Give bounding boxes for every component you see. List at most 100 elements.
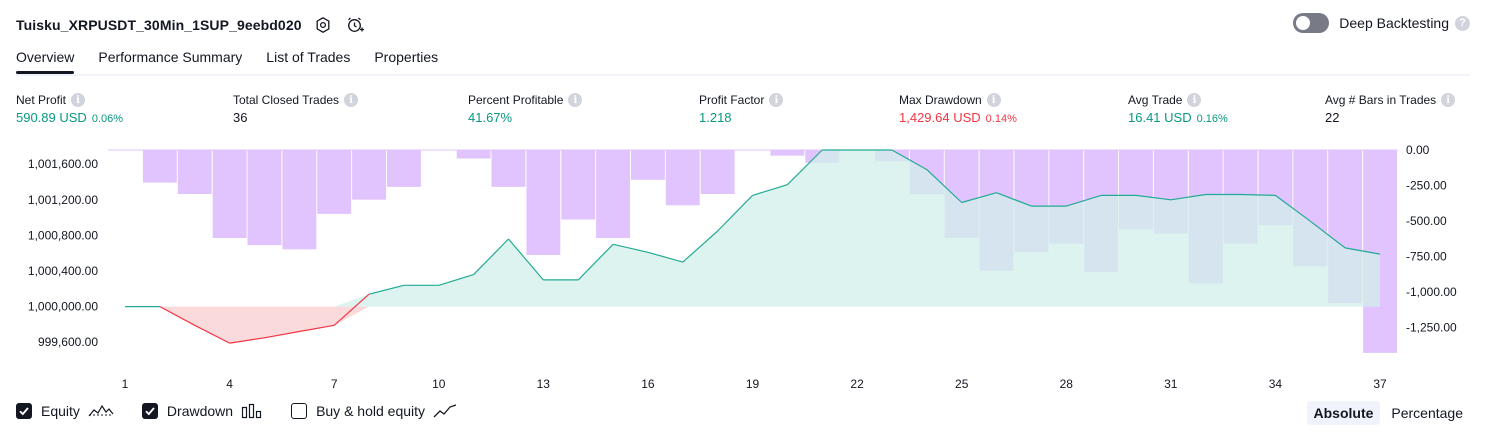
x-axis-tick: 10 — [432, 377, 446, 391]
drawdown-bar — [212, 150, 247, 238]
x-axis-tick: 16 — [641, 377, 655, 391]
x-axis-tick: 34 — [1269, 377, 1283, 391]
info-icon[interactable]: i — [986, 93, 1001, 107]
drawdown-bars-icon — [241, 403, 263, 419]
x-axis-tick: 25 — [955, 377, 969, 391]
drawdown-bar — [665, 150, 700, 206]
metric-label: Profit Factor — [699, 93, 765, 107]
x-axis-tick: 13 — [537, 377, 551, 391]
drawdown-bar — [456, 150, 491, 159]
tab-list-of-trades[interactable]: List of Trades — [266, 49, 351, 65]
drawdown-bar — [770, 150, 805, 156]
metric-value: 16.41 USD — [1128, 110, 1192, 125]
x-axis-tick: 4 — [226, 377, 233, 391]
metric-label: Total Closed Trades — [233, 93, 340, 107]
metric-value: 22 — [1325, 110, 1340, 125]
right-axis-tick: -1,000.00 — [1406, 285, 1457, 299]
info-icon[interactable]: i — [344, 93, 359, 107]
check-icon — [145, 407, 155, 416]
legend-equity[interactable]: Equity — [16, 403, 114, 419]
x-axis-tick: 22 — [850, 377, 864, 391]
metric-percent: 0.16% — [1196, 113, 1228, 125]
legend-label: Buy & hold equity — [316, 403, 426, 419]
right-axis-tick: -750.00 — [1406, 249, 1447, 263]
add-alert-icon[interactable] — [344, 14, 366, 36]
settings-icon[interactable] — [312, 14, 334, 36]
drawdown-bar — [352, 150, 386, 200]
tab-properties[interactable]: Properties — [374, 49, 439, 65]
drawdown-bar — [247, 150, 282, 246]
equity-checkbox[interactable] — [16, 403, 32, 419]
buy-hold-checkbox[interactable] — [291, 403, 308, 419]
drawdown-bar — [700, 150, 735, 194]
equity-loss-area — [125, 306, 1380, 344]
metric-percent: 0.14% — [985, 113, 1017, 125]
legend-label: Equity — [41, 403, 80, 419]
toggle-knob — [1296, 16, 1311, 30]
drawdown-bar — [177, 150, 212, 194]
metric-avg-trade: Avg Trade i 16.41 USD 0.16% — [1128, 93, 1228, 125]
x-axis-tick: 37 — [1373, 377, 1387, 391]
check-icon — [19, 407, 29, 416]
left-axis-tick: 999,600.00 — [38, 335, 98, 349]
drawdown-bar — [491, 150, 526, 187]
metric-label: Avg Trade — [1128, 93, 1183, 107]
drawdown-bar — [631, 150, 665, 180]
drawdown-checkbox[interactable] — [141, 403, 158, 419]
metric-label: Net Profit — [16, 93, 67, 107]
metric-label: Avg # Bars in Trades — [1325, 93, 1437, 107]
info-icon[interactable]: i — [71, 93, 86, 107]
legend-drawdown[interactable]: Drawdown — [141, 403, 263, 419]
help-icon[interactable]: ? — [1455, 15, 1470, 31]
tab-overview[interactable]: Overview — [16, 44, 86, 74]
metric-max-drawdown: Max Drawdown i 1,429.64 USD 0.14% — [899, 93, 1017, 125]
equity-line — [125, 149, 1381, 308]
metric-avg-bars: Avg # Bars in Trades i 22 — [1325, 93, 1456, 125]
chart-legend: Equity Drawdown Buy & hold equity — [16, 403, 485, 419]
equity-profit-area — [125, 150, 1380, 307]
info-icon[interactable]: i — [1187, 93, 1202, 107]
strategy-title: Tuisku_XRPUSDT_30Min_1SUP_9eebd020 — [16, 17, 302, 33]
left-axis-tick: 1,000,000.00 — [28, 300, 98, 314]
x-axis-tick: 19 — [746, 377, 760, 391]
drawdown-bar — [1363, 150, 1397, 353]
drawdown-bar — [526, 150, 561, 255]
info-icon[interactable]: i — [1441, 93, 1456, 107]
mode-switch: Absolute Percentage — [1303, 401, 1471, 425]
left-axis-tick: 1,000,800.00 — [28, 228, 98, 242]
metric-value: 36 — [233, 110, 248, 125]
buy-hold-line-icon — [433, 403, 457, 419]
equity-loss-line — [159, 293, 370, 344]
absolute-button[interactable]: Absolute — [1306, 401, 1381, 425]
legend-buy-hold[interactable]: Buy & hold equity — [291, 403, 457, 419]
x-axis-tick: 31 — [1164, 377, 1178, 391]
drawdown-bar — [142, 150, 177, 183]
tab-performance-summary[interactable]: Performance Summary — [98, 49, 243, 65]
metric-value: 41.67% — [468, 110, 513, 125]
info-icon[interactable]: i — [769, 93, 784, 107]
metric-value: 590.89 USD — [16, 110, 87, 125]
x-axis-tick: 28 — [1060, 377, 1074, 391]
percentage-button[interactable]: Percentage — [1391, 405, 1463, 421]
metric-profit-factor: Profit Factor i 1.218 — [699, 93, 784, 125]
deep-backtesting-toggle[interactable] — [1293, 13, 1330, 33]
metric-percent: 0.06% — [91, 113, 124, 125]
header: Tuisku_XRPUSDT_30Min_1SUP_9eebd020 — [16, 12, 366, 38]
drawdown-bar — [561, 150, 596, 220]
metric-label: Percent Profitable — [468, 93, 564, 107]
equity-line-icon — [88, 403, 114, 419]
drawdown-bar — [387, 150, 421, 187]
info-icon[interactable]: i — [568, 93, 583, 107]
left-axis-tick: 1,000,400.00 — [28, 264, 98, 278]
metric-total-closed-trades: Total Closed Trades i 36 — [233, 93, 359, 125]
metric-label: Max Drawdown — [899, 93, 982, 107]
x-axis-tick: 7 — [331, 377, 338, 391]
right-axis-tick: 0.00 — [1406, 143, 1430, 157]
equity-drawdown-chart: 1,001,600.00 1,001,200.00 1,000,800.00 1,00… — [28, 143, 1457, 391]
left-axis-tick: 1,001,200.00 — [28, 193, 98, 207]
metric-value: 1.218 — [699, 110, 732, 125]
metric-value: 1,429.64 USD — [899, 110, 981, 125]
metrics-bar: Net Profit i 590.89 USD 0.06% Total Closed… — [16, 93, 1470, 133]
drawdown-bar — [596, 150, 630, 238]
deep-backtesting: Deep Backtesting ? — [1293, 13, 1470, 33]
